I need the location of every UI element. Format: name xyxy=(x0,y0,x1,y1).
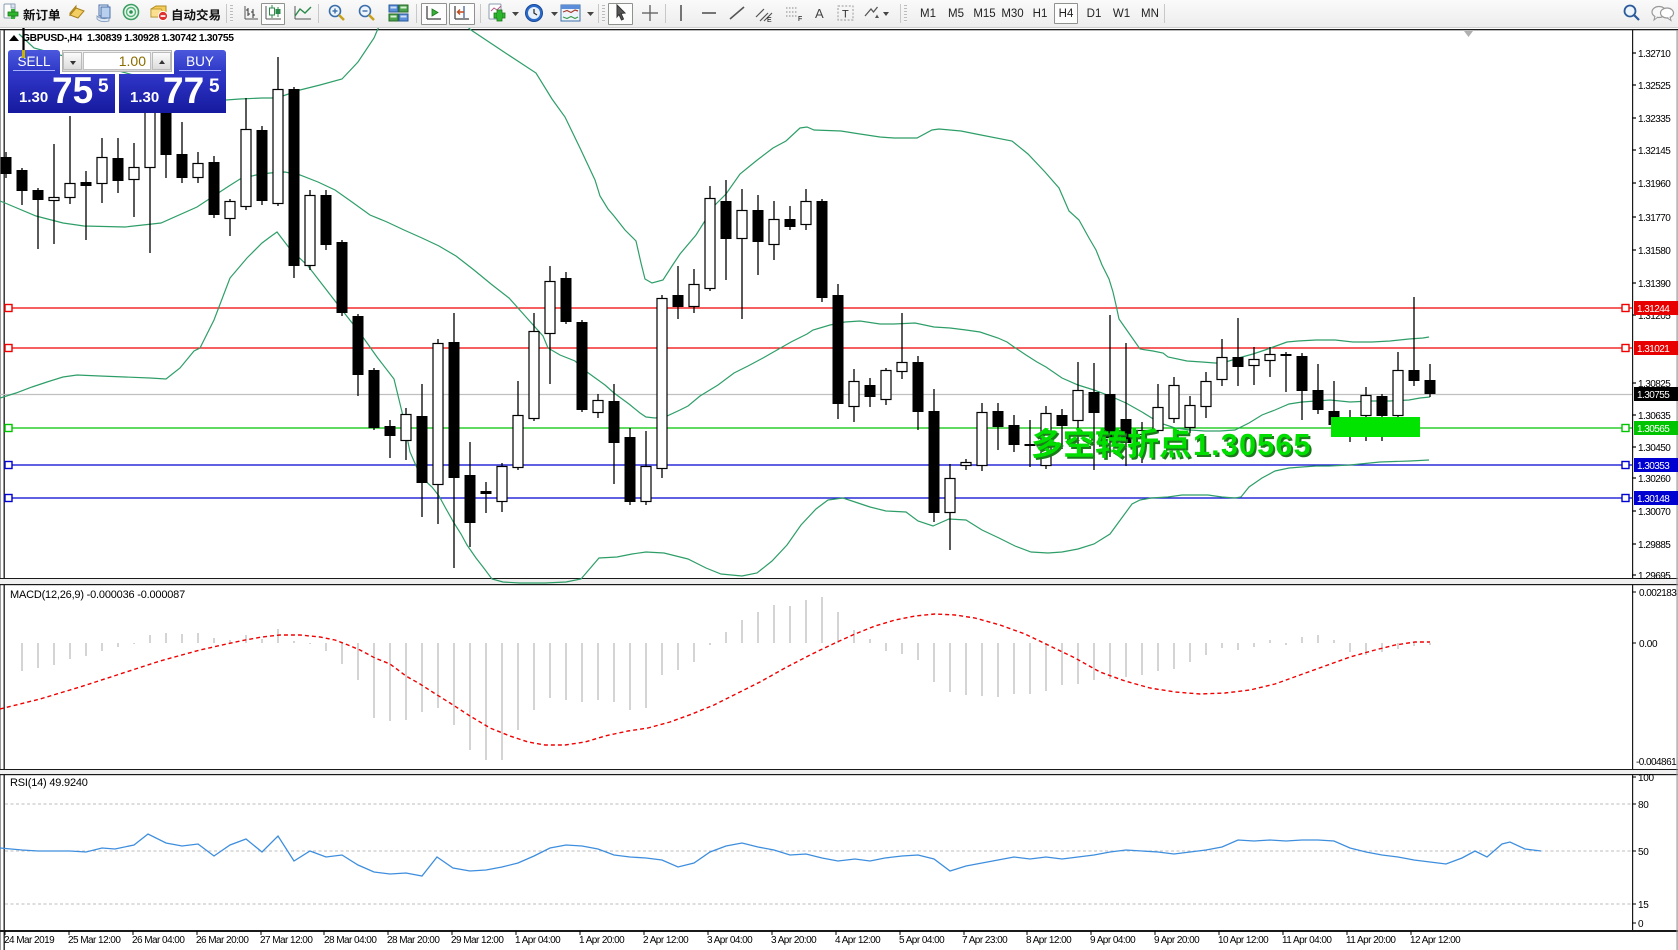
svg-text:1.30148: 1.30148 xyxy=(1637,494,1670,505)
svg-text:1 Apr 04:00: 1 Apr 04:00 xyxy=(515,935,561,946)
svg-text:-0.004861: -0.004861 xyxy=(1636,757,1677,768)
svg-text:12 Apr 12:00: 12 Apr 12:00 xyxy=(1410,935,1461,946)
svg-text:1.31770: 1.31770 xyxy=(1638,213,1671,224)
svg-text:50: 50 xyxy=(1638,847,1649,858)
svg-text:1.31205: 1.31205 xyxy=(1638,311,1671,322)
svg-text:28 Mar 20:00: 28 Mar 20:00 xyxy=(387,935,440,946)
svg-text:1.30070: 1.30070 xyxy=(1638,507,1671,518)
svg-text:1.30825: 1.30825 xyxy=(1638,379,1671,390)
svg-text:1.32710: 1.32710 xyxy=(1638,49,1671,60)
svg-text:1.32525: 1.32525 xyxy=(1638,81,1671,92)
svg-text:26 Mar 20:00: 26 Mar 20:00 xyxy=(196,935,249,946)
svg-text:7 Apr 23:00: 7 Apr 23:00 xyxy=(962,935,1008,946)
svg-text:80: 80 xyxy=(1638,800,1649,811)
svg-text:2 Apr 12:00: 2 Apr 12:00 xyxy=(643,935,689,946)
svg-text:1.30450: 1.30450 xyxy=(1638,443,1671,454)
svg-text:1.29885: 1.29885 xyxy=(1638,540,1671,551)
svg-text:1.30565: 1.30565 xyxy=(1637,424,1670,435)
svg-text:MACD(12,26,9) -0.000036 -0.000: MACD(12,26,9) -0.000036 -0.000087 xyxy=(10,589,185,601)
svg-text:27 Mar 12:00: 27 Mar 12:00 xyxy=(260,935,313,946)
svg-text:1.31960: 1.31960 xyxy=(1638,179,1671,190)
svg-text:1.30565: 1.30565 xyxy=(1193,428,1312,462)
svg-text:1.32335: 1.32335 xyxy=(1638,114,1671,125)
svg-text:1.30755: 1.30755 xyxy=(1637,390,1670,401)
svg-text:9 Apr 04:00: 9 Apr 04:00 xyxy=(1090,935,1136,946)
svg-text:1.30565: 1.30565 xyxy=(1195,430,1314,464)
svg-text:28 Mar 04:00: 28 Mar 04:00 xyxy=(324,935,377,946)
svg-text:E: E xyxy=(767,17,772,24)
svg-text:24 Mar 2019: 24 Mar 2019 xyxy=(4,935,55,946)
svg-text:F: F xyxy=(798,16,802,23)
svg-text:5 Apr 04:00: 5 Apr 04:00 xyxy=(899,935,945,946)
svg-text:11 Apr 20:00: 11 Apr 20:00 xyxy=(1346,935,1396,946)
svg-text:1.30260: 1.30260 xyxy=(1638,474,1671,485)
svg-text:0.002183: 0.002183 xyxy=(1639,588,1677,599)
svg-text:9 Apr 20:00: 9 Apr 20:00 xyxy=(1154,935,1200,946)
svg-text:RSI(14) 49.9240: RSI(14) 49.9240 xyxy=(10,777,88,789)
svg-text:1.32145: 1.32145 xyxy=(1638,146,1671,157)
svg-text:1.31390: 1.31390 xyxy=(1638,279,1671,290)
svg-text:3 Apr 04:00: 3 Apr 04:00 xyxy=(707,935,753,946)
svg-text:15: 15 xyxy=(1638,900,1649,911)
svg-text:11 Apr 04:00: 11 Apr 04:00 xyxy=(1282,935,1332,946)
svg-text:1.31244: 1.31244 xyxy=(1637,304,1670,315)
svg-text:4 Apr 12:00: 4 Apr 12:00 xyxy=(835,935,881,946)
svg-text:T: T xyxy=(842,9,849,21)
svg-text:10 Apr 12:00: 10 Apr 12:00 xyxy=(1218,935,1269,946)
svg-text:0.00: 0.00 xyxy=(1639,639,1658,650)
svg-text:1.31021: 1.31021 xyxy=(1637,344,1670,355)
svg-text:1.30353: 1.30353 xyxy=(1637,461,1670,472)
svg-text:26 Mar 04:00: 26 Mar 04:00 xyxy=(132,935,185,946)
svg-text:1 Apr 20:00: 1 Apr 20:00 xyxy=(579,935,625,946)
svg-text:8 Apr 12:00: 8 Apr 12:00 xyxy=(1026,935,1072,946)
svg-text:1.30635: 1.30635 xyxy=(1638,411,1671,422)
svg-text:1.29695: 1.29695 xyxy=(1638,571,1671,582)
svg-text:100: 100 xyxy=(1638,773,1655,784)
svg-text:3 Apr 20:00: 3 Apr 20:00 xyxy=(771,935,817,946)
svg-text:A: A xyxy=(815,6,824,21)
svg-text:29 Mar 12:00: 29 Mar 12:00 xyxy=(451,935,504,946)
svg-text:1.31580: 1.31580 xyxy=(1638,246,1671,257)
svg-text:0: 0 xyxy=(1638,919,1644,930)
svg-text:25 Mar 12:00: 25 Mar 12:00 xyxy=(68,935,121,946)
